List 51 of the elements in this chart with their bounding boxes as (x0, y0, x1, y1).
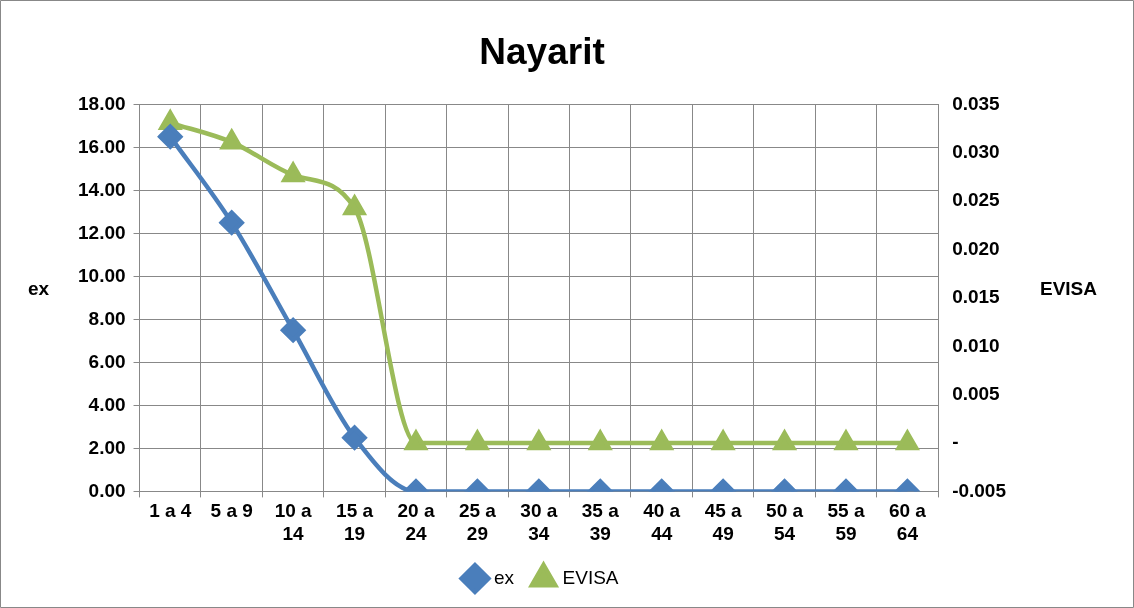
x-tick-label: 5 a 9 (210, 500, 253, 522)
y-tick-label: 0.00 (88, 479, 126, 501)
point (772, 428, 797, 451)
y2-tick-label: 0.015 (952, 286, 1001, 308)
y2-tick-label: -0.005 (952, 479, 1007, 501)
point (649, 428, 675, 451)
y-tick-label: 2.00 (88, 436, 126, 458)
x-tick-label: 10 a 14 (274, 500, 313, 544)
point (895, 428, 920, 451)
x-tick-label: 30 a 34 (520, 500, 558, 544)
legend-label: ex (493, 566, 515, 588)
y2-tick-label: 0.010 (952, 334, 1000, 356)
point (219, 210, 244, 235)
x-tick-label: 55 a 59 (827, 500, 865, 544)
point (587, 428, 613, 451)
y-tick-label: 14.00 (78, 178, 126, 200)
y2-tick-label: 0.035 (952, 92, 1001, 114)
y-tick-label: 8.00 (88, 307, 126, 329)
x-tick-label: 40 a 44 (643, 500, 681, 544)
y-tick-label: 4.00 (88, 393, 126, 415)
x-tick-label: 25 a 29 (458, 500, 497, 544)
legend-label: EVISA (562, 566, 619, 588)
y2-tick-label: 0.005 (952, 382, 1001, 404)
y-tick-label: 18.00 (78, 92, 126, 114)
chart-title: Nayarit (479, 31, 605, 73)
point (158, 124, 183, 149)
x-tick-label: 50 a 54 (766, 500, 804, 544)
point (280, 160, 306, 183)
y2-tick-label: 0.030 (952, 141, 1000, 163)
point (710, 428, 736, 451)
y2-axis-title: EVISA (1040, 278, 1098, 300)
y2-tick-label: 0.020 (952, 237, 1000, 259)
x-tick-label: 60 a 64 (888, 500, 927, 544)
y-tick-label: 16.00 (78, 135, 126, 157)
y-tick-label: 6.00 (88, 350, 126, 372)
x-tick-label: 35 a 39 (581, 500, 620, 544)
point (833, 428, 859, 451)
y-tick-label: 10.00 (78, 264, 126, 286)
point (465, 428, 490, 451)
y-tick-label: 12.00 (78, 221, 126, 243)
point (219, 127, 243, 150)
x-tick-label: 20 a 24 (397, 500, 435, 544)
y2-tick-label: - (952, 431, 959, 453)
y2-tick-label: 0.025 (952, 189, 1001, 211)
point (403, 428, 429, 451)
x-tick-label: 15 a 19 (336, 500, 374, 544)
point (342, 193, 367, 216)
x-tick-label: 45 a 49 (704, 500, 743, 544)
point (526, 428, 552, 451)
x-tick-label: 1 a 4 (149, 500, 192, 522)
y-axis-title: ex (28, 278, 50, 300)
